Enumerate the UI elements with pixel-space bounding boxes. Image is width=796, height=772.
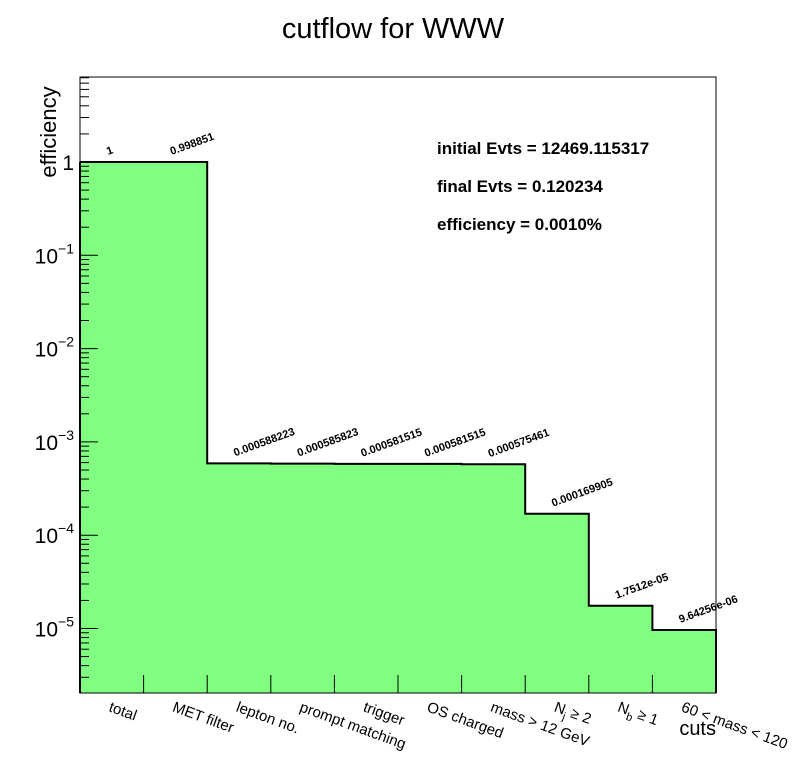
x-tick-label: Nb ≥ 1 — [614, 699, 661, 733]
data-label: 1 — [105, 144, 115, 157]
y-tick-label: 10−3 — [35, 427, 75, 455]
x-tick-label: MET filter — [170, 699, 236, 737]
x-tick-label: total — [107, 699, 139, 725]
x-axis-label: cuts — [679, 718, 716, 740]
stats-line: final Evts = 0.120234 — [437, 177, 603, 196]
y-axis-label: efficiency — [36, 86, 61, 177]
chart-title: cutflow for WWW — [282, 13, 505, 45]
histogram-outline — [80, 161, 717, 693]
histogram-fill — [80, 162, 716, 693]
y-tick-label: 1 — [62, 152, 74, 175]
y-tick-label: 10−1 — [35, 240, 75, 268]
y-tick-label: 10−4 — [35, 520, 75, 548]
stats-line: initial Evts = 12469.115317 — [437, 139, 649, 158]
y-tick-label: 10−2 — [35, 334, 75, 362]
stats-line: efficiency = 0.0010% — [437, 215, 602, 234]
x-tick-label: lepton no. — [234, 699, 302, 738]
y-tick-label: 10−5 — [35, 614, 75, 642]
